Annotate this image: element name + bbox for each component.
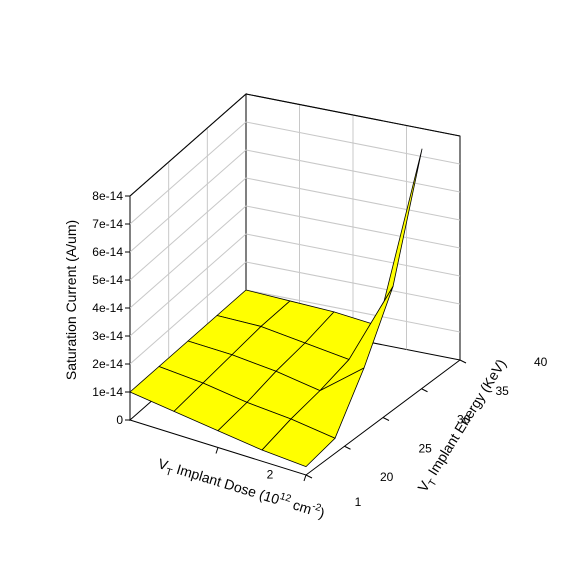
y-tick-label: 25 — [419, 441, 433, 455]
y-tick-mark — [421, 388, 428, 393]
y-tick-label: 40 — [534, 355, 548, 369]
chart-walls — [129, 92, 461, 476]
z-tick-label: 0 — [116, 413, 123, 427]
chart-axes: 0 1e-14 2e-14 3e-14 4e-14 5e-14 6e-14 7e-14 8e-1… — [92, 189, 547, 509]
z-gridline-left — [129, 261, 247, 365]
top-edge-back — [245, 93, 461, 137]
z-tick-label: 5e-14 — [92, 273, 123, 287]
z-gridline-left — [129, 205, 247, 309]
z-gridline-left — [129, 121, 247, 225]
z-tick-label: 3e-14 — [92, 329, 123, 343]
top-edge-left — [129, 93, 247, 197]
y-tick-label: 20 — [380, 470, 394, 484]
y-tick-label: 30 — [457, 413, 471, 427]
z-tick-label: 1e-14 — [92, 385, 123, 399]
y-tick-mark — [382, 417, 390, 421]
z-tick-label: 7e-14 — [92, 217, 123, 231]
x-tick-label: 1 — [355, 495, 362, 509]
surface-mesh — [129, 148, 423, 468]
y-tick-mark — [459, 359, 467, 364]
z-tick-label: 4e-14 — [92, 301, 123, 315]
y-axis-title: VT Implant Energy (KeV) — [414, 356, 512, 497]
z-gridline-left — [129, 233, 247, 337]
x-tick-mark — [303, 474, 307, 482]
surface-cell — [261, 418, 336, 468]
x-tick-label: 2 — [267, 468, 274, 482]
z-tick-label: 2e-14 — [92, 357, 123, 371]
x-tick-mark — [215, 447, 219, 454]
z-tick-label: 8e-14 — [92, 189, 123, 203]
y-tick-mark — [344, 445, 351, 450]
y-tick-label: 35 — [496, 384, 510, 398]
z-axis-title: Saturation Current (A/um) — [63, 220, 79, 380]
z-gridline-left — [129, 177, 247, 281]
y-tick-mark — [305, 474, 313, 479]
z-gridline-left — [129, 149, 247, 253]
z-tick-label: 6e-14 — [92, 245, 123, 259]
